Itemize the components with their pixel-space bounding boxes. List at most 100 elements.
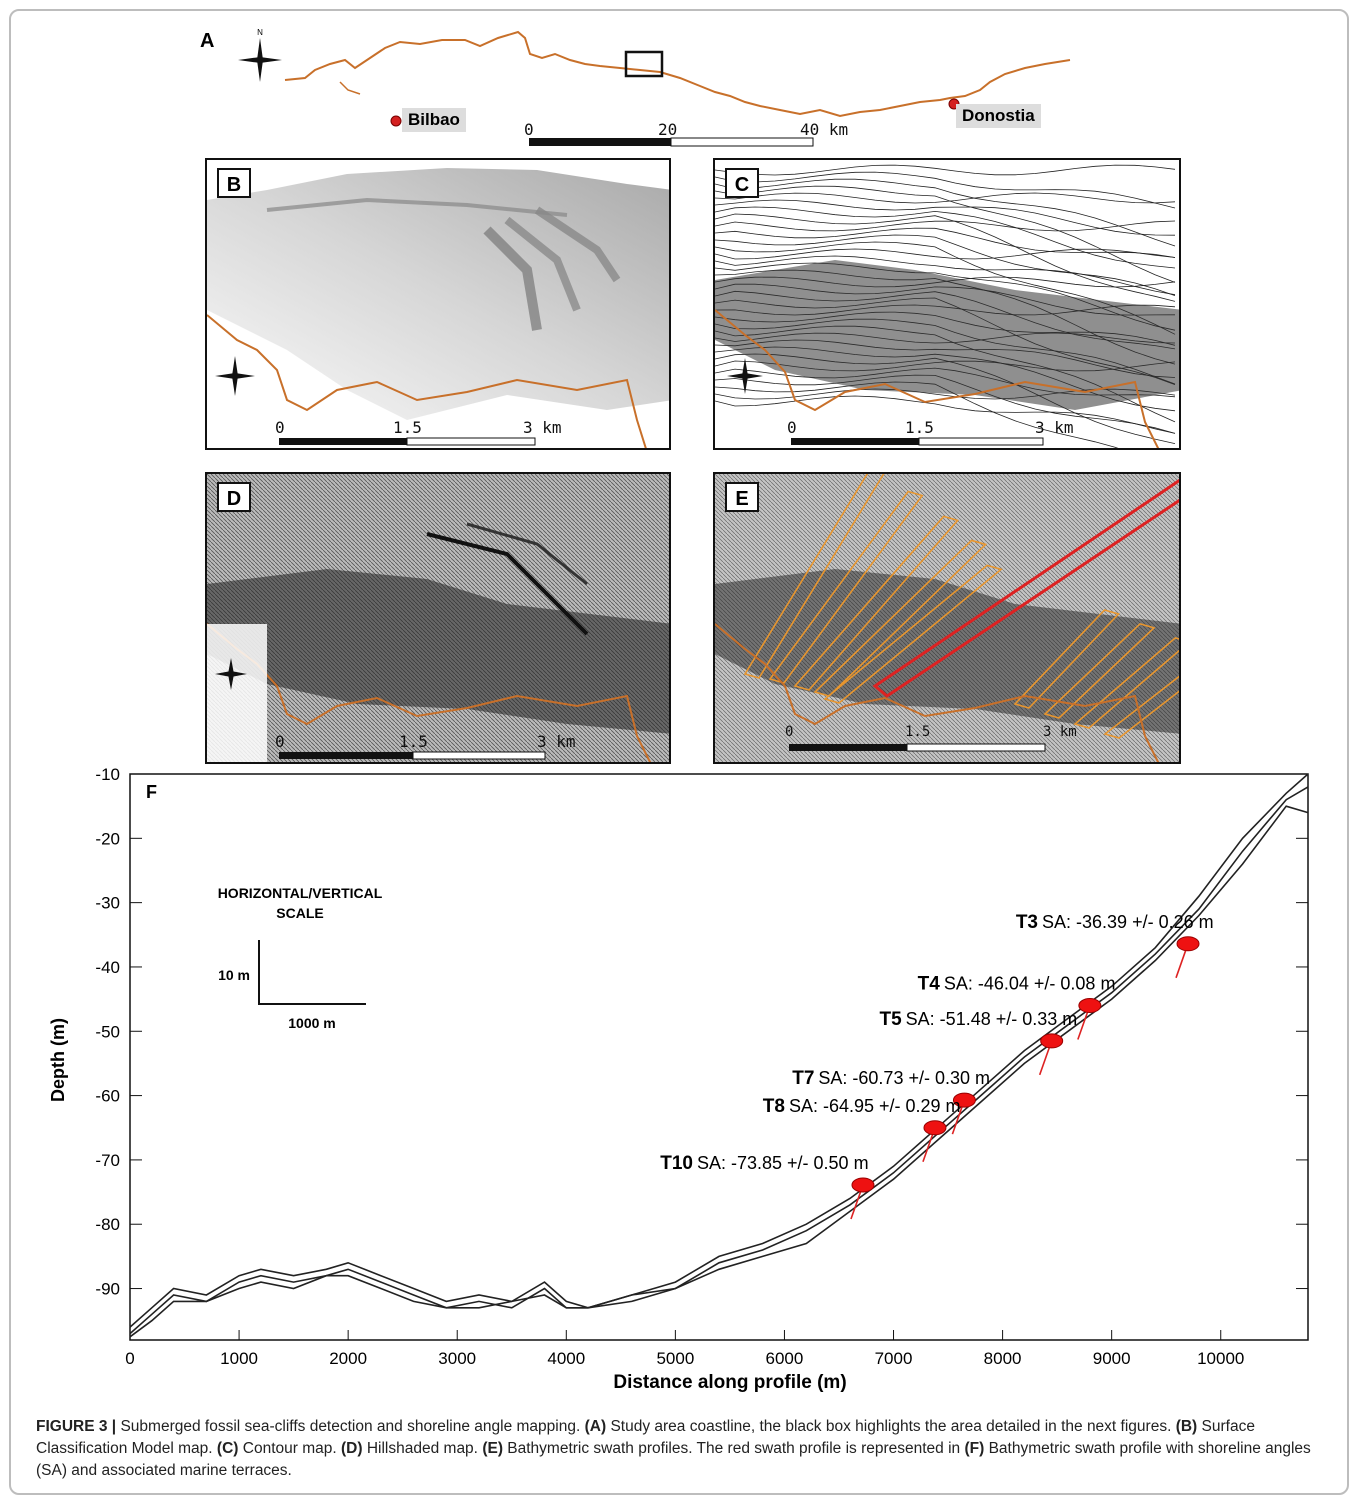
scale-e-tick-2: 3 km bbox=[1043, 724, 1077, 740]
scale-c-tick-0: 0 bbox=[787, 418, 797, 437]
caption-intro: Submerged fossil sea-cliffs detection an… bbox=[120, 1418, 581, 1435]
x-tick-label: 0 bbox=[125, 1349, 134, 1368]
terrace-sa-t10: SA: -73.85 +/- 0.50 m bbox=[697, 1153, 869, 1173]
terrace-sa-t7: SA: -60.73 +/- 0.30 m bbox=[818, 1068, 990, 1088]
x-tick-label: 5000 bbox=[656, 1349, 694, 1368]
terrace-name-t8: T8 bbox=[763, 1096, 785, 1117]
figure-frame bbox=[9, 9, 1349, 1495]
x-tick-label: 6000 bbox=[766, 1349, 804, 1368]
x-tick-label: 8000 bbox=[984, 1349, 1022, 1368]
x-tick-label: 4000 bbox=[547, 1349, 585, 1368]
caption-d-tag: (D) bbox=[341, 1440, 363, 1457]
y-axis-label: Depth (m) bbox=[48, 1018, 68, 1102]
panel-b: B 0 1.5 3 km bbox=[205, 158, 671, 450]
scm-map bbox=[207, 160, 669, 448]
x-tick-label: 2000 bbox=[329, 1349, 367, 1368]
y-tick-label: -50 bbox=[95, 1022, 120, 1041]
scale-d-tick-0: 0 bbox=[275, 732, 285, 751]
caption-b-tag: (B) bbox=[1175, 1418, 1198, 1435]
y-tick-label: -90 bbox=[95, 1280, 120, 1299]
x-tick-label: 3000 bbox=[438, 1349, 476, 1368]
caption-a-text: Study area coastline, the black box high… bbox=[610, 1418, 1172, 1435]
scale-a-tick-1: 20 bbox=[658, 120, 678, 139]
scale-e-tick-0: 0 bbox=[785, 724, 794, 740]
terrace-name-t7: T7 bbox=[792, 1068, 814, 1089]
terrace-sa-t5: SA: -51.48 +/- 0.33 m bbox=[906, 1009, 1078, 1029]
caption-c-tag: (C) bbox=[216, 1440, 239, 1457]
caption-f-tag: (F) bbox=[964, 1440, 985, 1457]
caption-e-text: Bathymetric swath profiles. The red swat… bbox=[507, 1440, 961, 1457]
x-tick-label: 1000 bbox=[220, 1349, 258, 1368]
scale-box-vertical: 10 m bbox=[218, 967, 250, 983]
scale-e-tick-1: 1.5 bbox=[905, 724, 931, 740]
terrace-marker-t10 bbox=[851, 1177, 875, 1193]
coastline-a bbox=[284, 30, 1071, 147]
scale-b-tick-1: 1.5 bbox=[393, 418, 422, 437]
hillshade-map bbox=[207, 474, 669, 762]
panel-a: A N Bilbao Donostia 0 20 40 km bbox=[180, 20, 1100, 150]
scale-c-tick-2: 3 km bbox=[1035, 418, 1074, 437]
terrace-marker-t7 bbox=[952, 1092, 976, 1108]
y-tick-label: -20 bbox=[95, 829, 120, 848]
terrace-marker-t5 bbox=[1040, 1033, 1064, 1049]
caption-figure-number: FIGURE 3 | bbox=[36, 1418, 117, 1435]
scale-c-tick-1: 1.5 bbox=[905, 418, 934, 437]
north-arrow-b bbox=[215, 356, 255, 396]
red-swath-profile bbox=[872, 478, 1179, 698]
caption-a-tag: (A) bbox=[584, 1418, 607, 1435]
x-axis-label: Distance along profile (m) bbox=[613, 1372, 846, 1393]
x-tick-label: 9000 bbox=[1093, 1349, 1131, 1368]
y-tick-label: -10 bbox=[95, 765, 120, 784]
terrace-marker-t3 bbox=[1176, 936, 1200, 952]
panel-a-label: A bbox=[200, 30, 215, 52]
panel-d: D 0 1.5 3 km bbox=[205, 472, 671, 764]
scale-a-tick-0: 0 bbox=[524, 120, 534, 139]
terrace-sa-t8: SA: -64.95 +/- 0.29 m bbox=[789, 1096, 961, 1116]
y-tick-label: -40 bbox=[95, 958, 120, 977]
scale-box-title-1: HORIZONTAL/VERTICAL bbox=[218, 885, 383, 901]
x-tick-label: 7000 bbox=[875, 1349, 913, 1368]
panel-c: C 0 1.5 3 km bbox=[713, 158, 1181, 450]
terrace-name-t5: T5 bbox=[879, 1009, 902, 1030]
panel-c-label: C bbox=[725, 168, 759, 198]
city-donostia: Donostia bbox=[956, 104, 1041, 128]
scale-a-tick-2: 40 km bbox=[800, 120, 849, 139]
caption-e-tag: (E) bbox=[482, 1440, 503, 1457]
north-label: N bbox=[257, 28, 263, 37]
terrace-sa-t3: SA: -36.39 +/- 0.26 m bbox=[1042, 912, 1214, 932]
terrace-marker-t8 bbox=[923, 1120, 947, 1136]
panel-d-label: D bbox=[217, 482, 251, 512]
caption-c-text: Contour map. bbox=[242, 1440, 337, 1457]
terrace-marker-t4 bbox=[1078, 998, 1102, 1014]
panel-e-label: E bbox=[725, 482, 759, 512]
terrace-sa-t4: SA: -46.04 +/- 0.08 m bbox=[944, 974, 1116, 994]
city-bilbao: Bilbao bbox=[402, 108, 466, 132]
contour-map bbox=[715, 160, 1179, 448]
scale-b-tick-0: 0 bbox=[275, 418, 285, 437]
profile-line-3 bbox=[129, 805, 1309, 1338]
figure-caption: FIGURE 3 | Submerged fossil sea-cliffs d… bbox=[36, 1416, 1326, 1482]
caption-d-text: Hillshaded map. bbox=[366, 1440, 478, 1457]
panel-f-chart: F -10 -20 -30 -40 -50 -60 -70 -80 -90 0 1000 2000 3… bbox=[48, 765, 1309, 1393]
bilbao-marker bbox=[390, 115, 402, 127]
terrace-name-t4: T4 bbox=[918, 974, 941, 995]
scale-d-tick-2: 3 km bbox=[537, 732, 576, 751]
terrace-name-t3: T3 bbox=[1016, 912, 1038, 933]
caption-b-text: Surface Classification Model map. bbox=[36, 1418, 1255, 1457]
scale-box-horizontal: 1000 m bbox=[288, 1015, 335, 1031]
panel-f-label: F bbox=[146, 782, 157, 802]
y-tick-label: -30 bbox=[95, 894, 120, 913]
scale-b-tick-2: 3 km bbox=[523, 418, 562, 437]
panel-b-label: B bbox=[217, 168, 251, 198]
y-tick-label: -60 bbox=[95, 1087, 120, 1106]
terrace-name-t10: T10 bbox=[660, 1153, 693, 1174]
scale-box: HORIZONTAL/VERTICAL SCALE 10 m 1000 m bbox=[218, 885, 383, 1031]
north-arrow-d bbox=[215, 658, 247, 690]
scale-box-title-2: SCALE bbox=[276, 905, 323, 921]
y-tick-label: -80 bbox=[95, 1215, 120, 1234]
north-arrow-c bbox=[727, 358, 763, 394]
x-tick-label: 10000 bbox=[1197, 1349, 1244, 1368]
y-tick-label: -70 bbox=[95, 1151, 120, 1170]
scale-d-tick-1: 1.5 bbox=[399, 732, 428, 751]
swath-profiles-map bbox=[715, 474, 1179, 762]
